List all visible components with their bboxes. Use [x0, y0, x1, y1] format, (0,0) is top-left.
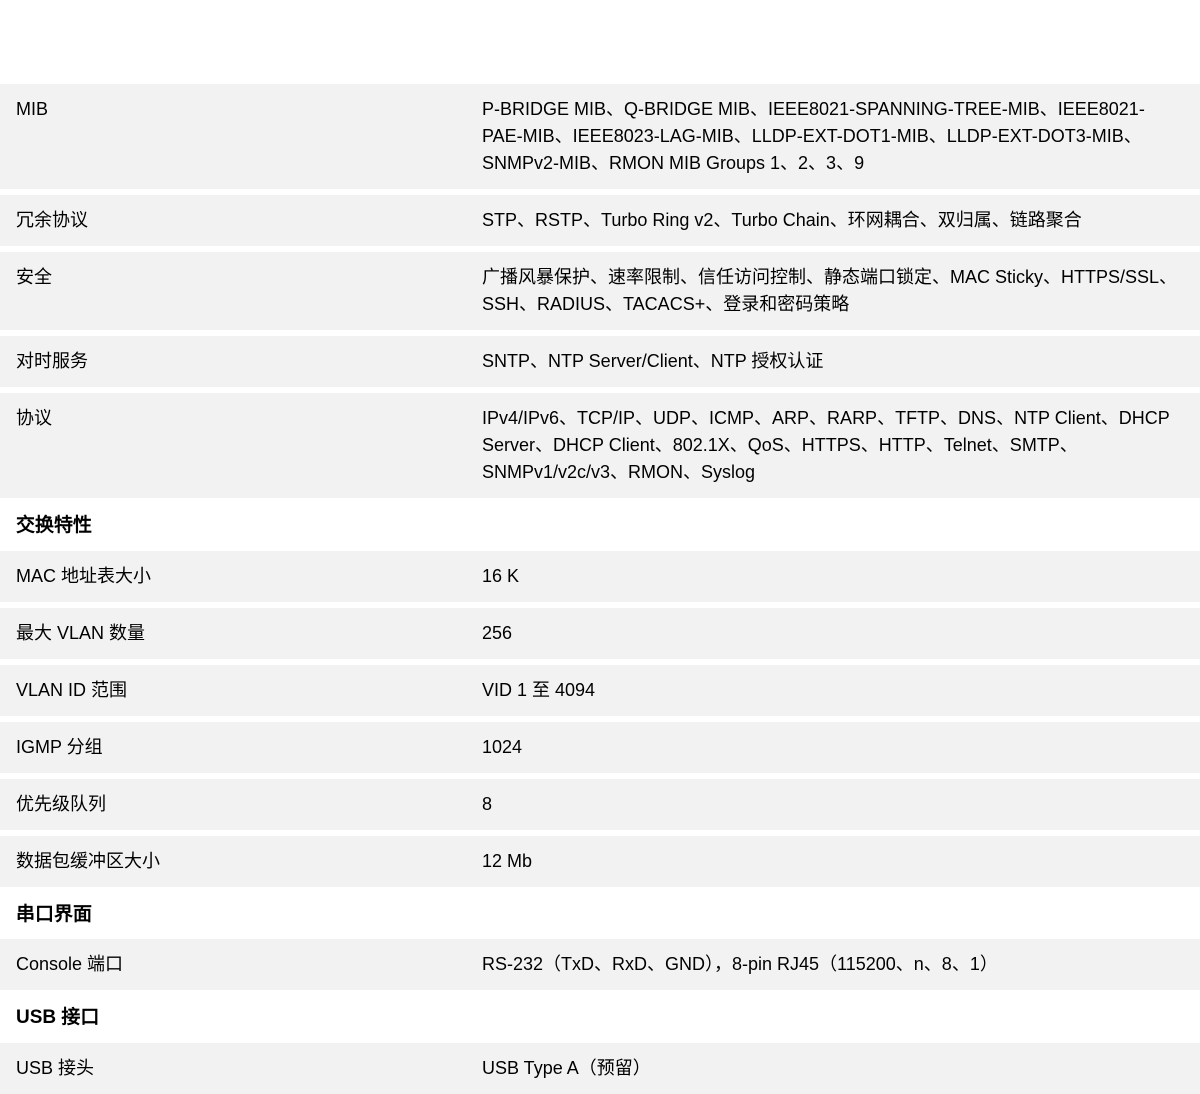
spec-section: 交换特性MAC 地址表大小16 K最大 VLAN 数量256VLAN ID 范围… — [0, 498, 1200, 887]
spec-value: 1024 — [466, 722, 1200, 773]
spec-label: MIB — [0, 84, 460, 189]
section-heading: USB 接口 — [0, 990, 1200, 1043]
spec-row: 安全广播风暴保护、速率限制、信任访问控制、静态端口锁定、MAC Sticky、H… — [0, 252, 1200, 330]
spec-row: 对时服务SNTP、NTP Server/Client、NTP 授权认证 — [0, 336, 1200, 387]
spec-value: 12 Mb — [466, 836, 1200, 887]
spec-section: MIBP-BRIDGE MIB、Q-BRIDGE MIB、IEEE8021-SP… — [0, 84, 1200, 498]
spec-value: SNTP、NTP Server/Client、NTP 授权认证 — [466, 336, 1200, 387]
spec-row: MIBP-BRIDGE MIB、Q-BRIDGE MIB、IEEE8021-SP… — [0, 84, 1200, 189]
spec-value: 8 — [466, 779, 1200, 830]
spec-value: P-BRIDGE MIB、Q-BRIDGE MIB、IEEE8021-SPANN… — [466, 84, 1200, 189]
section-heading: 串口界面 — [0, 887, 1200, 940]
spec-label: 冗余协议 — [0, 195, 460, 246]
section-heading: 交换特性 — [0, 498, 1200, 551]
spec-value: 16 K — [466, 551, 1200, 602]
spec-label: 数据包缓冲区大小 — [0, 836, 460, 887]
spec-value: 广播风暴保护、速率限制、信任访问控制、静态端口锁定、MAC Sticky、HTT… — [466, 252, 1200, 330]
spec-row: 最大 VLAN 数量256 — [0, 608, 1200, 659]
spec-label: 优先级队列 — [0, 779, 460, 830]
spec-label: 协议 — [0, 393, 460, 498]
spec-value: IPv4/IPv6、TCP/IP、UDP、ICMP、ARP、RARP、TFTP、… — [466, 393, 1200, 498]
spec-document: MIBP-BRIDGE MIB、Q-BRIDGE MIB、IEEE8021-SP… — [0, 84, 1200, 1094]
spec-row: USB 接头USB Type A（预留） — [0, 1043, 1200, 1094]
spec-label: MAC 地址表大小 — [0, 551, 460, 602]
spec-value: VID 1 至 4094 — [466, 665, 1200, 716]
spec-row: 优先级队列8 — [0, 779, 1200, 830]
spec-label: 最大 VLAN 数量 — [0, 608, 460, 659]
top-spacer — [0, 0, 1200, 84]
spec-row: 冗余协议STP、RSTP、Turbo Ring v2、Turbo Chain、环… — [0, 195, 1200, 246]
spec-label: VLAN ID 范围 — [0, 665, 460, 716]
spec-label: 对时服务 — [0, 336, 460, 387]
spec-value: 256 — [466, 608, 1200, 659]
spec-label: IGMP 分组 — [0, 722, 460, 773]
spec-row: VLAN ID 范围VID 1 至 4094 — [0, 665, 1200, 716]
spec-section: 串口界面Console 端口RS-232（TxD、RxD、GND），8-pin … — [0, 887, 1200, 991]
spec-row: 数据包缓冲区大小12 Mb — [0, 836, 1200, 887]
spec-label: USB 接头 — [0, 1043, 460, 1094]
spec-value: STP、RSTP、Turbo Ring v2、Turbo Chain、环网耦合、… — [466, 195, 1200, 246]
spec-row: IGMP 分组1024 — [0, 722, 1200, 773]
spec-row: MAC 地址表大小16 K — [0, 551, 1200, 602]
spec-section: USB 接口USB 接头USB Type A（预留） — [0, 990, 1200, 1094]
spec-value: USB Type A（预留） — [466, 1043, 1200, 1094]
spec-row: 协议IPv4/IPv6、TCP/IP、UDP、ICMP、ARP、RARP、TFT… — [0, 393, 1200, 498]
spec-label: 安全 — [0, 252, 460, 330]
